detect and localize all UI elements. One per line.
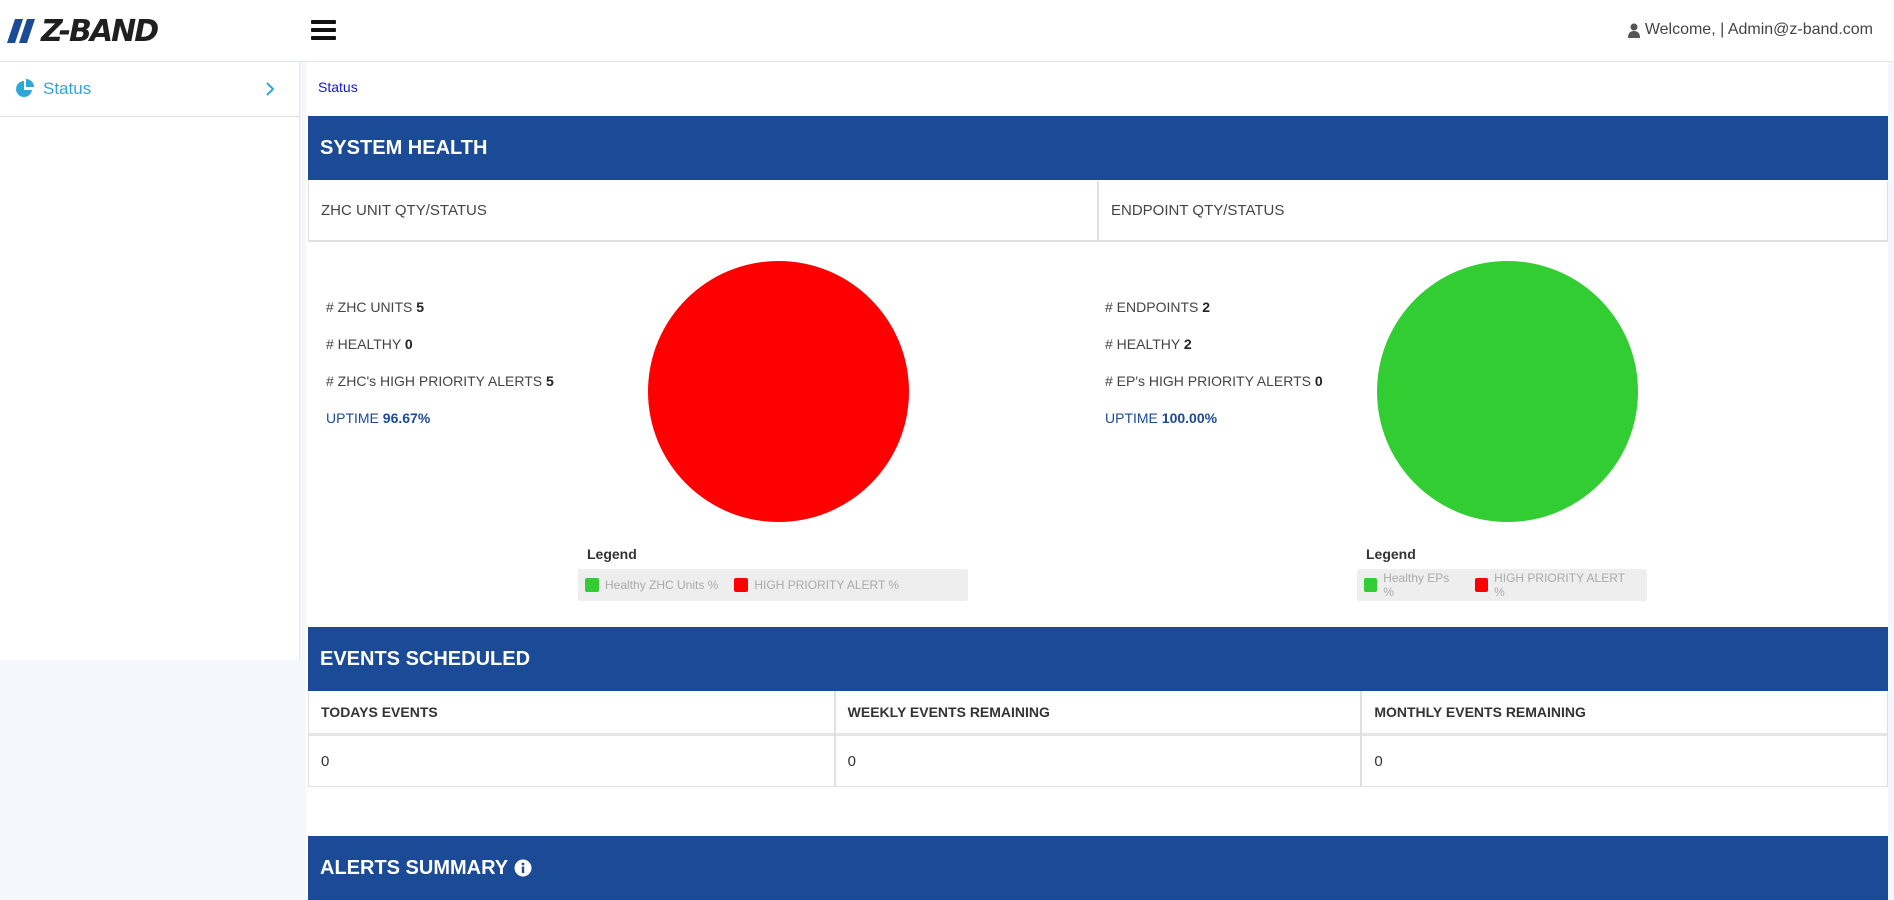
legend-entry[interactable]: HIGH PRIORITY ALERT % bbox=[1474, 571, 1631, 599]
zhc-status-pie-chart bbox=[648, 261, 909, 522]
legend-label: Healthy EPs % bbox=[1383, 571, 1450, 599]
events-column-weekly: WEEKLY EVENTS REMAINING 0 bbox=[834, 691, 1362, 787]
sidebar: Status bbox=[0, 62, 300, 660]
legend-swatch bbox=[585, 578, 599, 592]
section-title: SYSTEM HEALTH bbox=[320, 136, 488, 159]
legend-swatch bbox=[1364, 578, 1378, 592]
legend-entry[interactable]: Healthy ZHC Units % bbox=[585, 578, 718, 592]
section-title: EVENTS SCHEDULED bbox=[320, 647, 531, 670]
endpoints-healthy-row: # HEALTHY 2 bbox=[1105, 336, 1192, 352]
qty-status-panels: ZHC UNIT QTY/STATUS ENDPOINT QTY/STATUS bbox=[308, 181, 1888, 242]
pie-chart-icon bbox=[16, 79, 34, 97]
logo-text: Z-BAND bbox=[41, 13, 159, 49]
breadcrumb[interactable]: Status bbox=[318, 79, 358, 95]
cell-value: 0 bbox=[321, 752, 330, 770]
user-icon bbox=[1627, 23, 1640, 38]
zhc-uptime-row: UPTIME 96.67% bbox=[326, 410, 431, 426]
zhc-stats: # ZHC UNITS 5 # HEALTHY 0 # ZHC's HIGH P… bbox=[326, 289, 554, 437]
welcome-text: Welcome, | Admin@z-band.com bbox=[1644, 21, 1873, 38]
legend-label: Healthy ZHC Units % bbox=[605, 578, 719, 592]
legend-entry[interactable]: Healthy EPs % bbox=[1364, 571, 1459, 599]
cell-value: 0 bbox=[1374, 752, 1383, 770]
legend-label: HIGH PRIORITY ALERT % bbox=[1494, 571, 1625, 599]
endpoint-panel-label: ENDPOINT QTY/STATUS bbox=[1098, 181, 1888, 241]
zhc-legend: Healthy ZHC Units % HIGH PRIORITY ALERT % bbox=[578, 569, 968, 601]
chevron-right-icon bbox=[266, 82, 275, 96]
user-welcome[interactable]: Welcome, | Admin@z-band.com bbox=[1627, 21, 1873, 39]
pie-slice-high-priority-alert[interactable] bbox=[648, 261, 909, 522]
legend-swatch bbox=[1474, 578, 1489, 592]
pie-svg bbox=[648, 261, 909, 522]
logo[interactable]: Z-BAND bbox=[7, 14, 159, 49]
cell-value: 0 bbox=[847, 752, 857, 770]
endpoint-legend: Healthy EPs % HIGH PRIORITY ALERT % bbox=[1357, 569, 1647, 601]
column-header: TODAYS EVENTS bbox=[309, 691, 834, 736]
column-header: WEEKLY EVENTS REMAINING bbox=[835, 691, 1361, 736]
info-circle-icon[interactable] bbox=[514, 859, 532, 877]
top-bar: Z-BAND Welcome, | Admin@z-band.com bbox=[0, 0, 1894, 62]
column-header: MONTHLY EVENTS REMAINING bbox=[1362, 691, 1888, 736]
legend-swatch bbox=[734, 578, 749, 592]
zhc-alerts-row: # ZHC's HIGH PRIORITY ALERTS 5 bbox=[326, 373, 554, 389]
logo-slash-icon bbox=[7, 19, 35, 43]
endpoint-stats: # ENDPOINTS 2 # HEALTHY 2 # EP's HIGH PR… bbox=[1105, 289, 1323, 437]
legend-entry[interactable]: HIGH PRIORITY ALERT % bbox=[734, 578, 899, 592]
zhc-healthy-row: # HEALTHY 0 bbox=[326, 336, 413, 352]
section-title: ALERTS SUMMARY bbox=[320, 856, 509, 879]
legend-label: HIGH PRIORITY ALERT % bbox=[754, 578, 900, 592]
endpoints-uptime-row: UPTIME 100.00% bbox=[1105, 410, 1218, 426]
zhc-panel-label: ZHC UNIT QTY/STATUS bbox=[308, 181, 1098, 241]
pie-slice-healthy-eps[interactable] bbox=[1377, 261, 1638, 522]
endpoints-alerts-row: # EP's HIGH PRIORITY ALERTS 0 bbox=[1105, 373, 1323, 389]
events-column-monthly: MONTHLY EVENTS REMAINING 0 bbox=[1361, 691, 1889, 787]
zhc-legend-title: Legend bbox=[587, 546, 637, 562]
pie-svg bbox=[1377, 261, 1638, 522]
main-content: Status SYSTEM HEALTH ZHC UNIT QTY/STATUS… bbox=[306, 62, 1889, 900]
events-column-today: TODAYS EVENTS 0 bbox=[308, 691, 835, 787]
system-health-header: SYSTEM HEALTH bbox=[308, 116, 1888, 180]
endpoint-legend-title: Legend bbox=[1366, 546, 1416, 562]
menu-toggle-icon[interactable] bbox=[311, 20, 336, 40]
alerts-summary-header: ALERTS SUMMARY bbox=[308, 836, 1888, 900]
endpoint-status-pie-chart bbox=[1377, 261, 1638, 522]
zhc-units-row: # ZHC UNITS 5 bbox=[326, 299, 425, 315]
events-scheduled-header: EVENTS SCHEDULED bbox=[308, 627, 1888, 691]
events-table: TODAYS EVENTS 0 WEEKLY EVENTS REMAINING … bbox=[308, 691, 1889, 787]
sidebar-item-label: Status bbox=[43, 79, 92, 98]
sidebar-item-status[interactable]: Status bbox=[0, 62, 299, 117]
endpoints-row: # ENDPOINTS 2 bbox=[1105, 299, 1211, 315]
